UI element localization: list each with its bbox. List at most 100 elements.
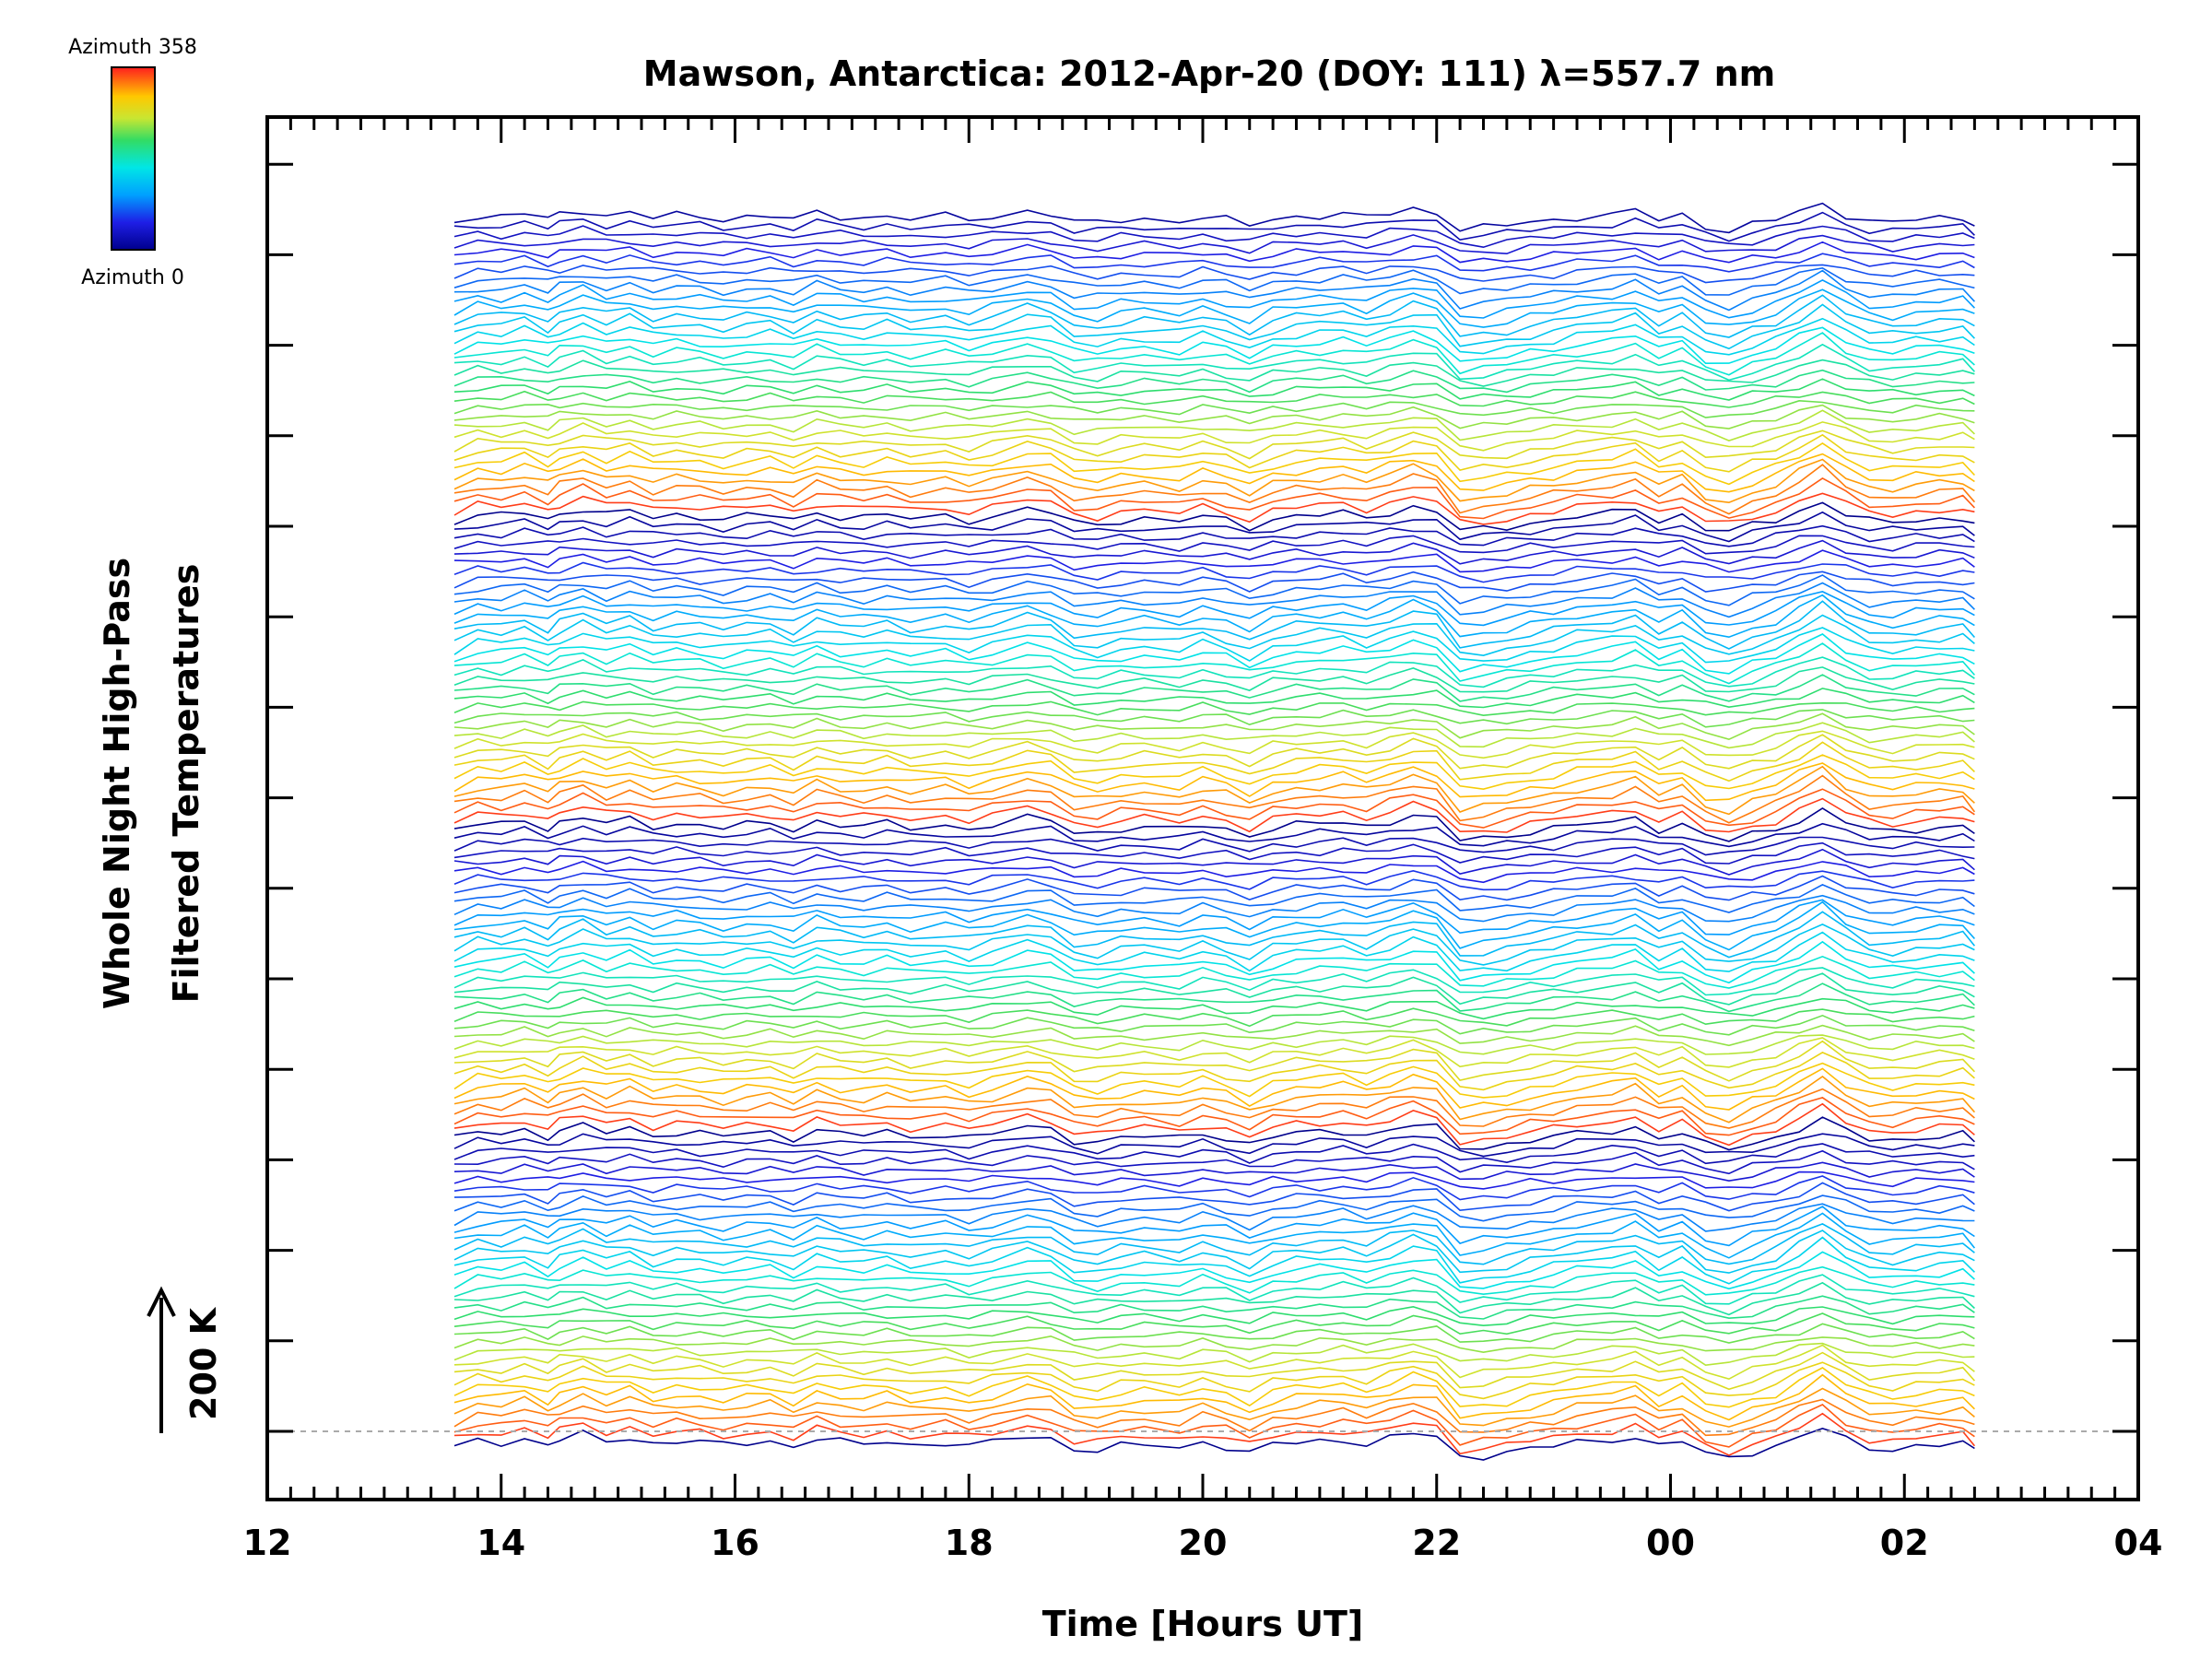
azimuth-series-line: [453, 911, 1976, 959]
azimuth-series-line: [453, 967, 1975, 996]
azimuth-series-line: [453, 501, 1975, 532]
azimuth-series-line: [453, 399, 1975, 418]
scale-arrow: [147, 1286, 176, 1433]
x-tick-label: 02: [1880, 1523, 1929, 1563]
azimuth-series-line: [453, 264, 1975, 284]
chart-title: Mawson, Antarctica: 2012-Apr-20 (DOY: 11…: [643, 53, 1775, 94]
azimuth-series-line: [453, 762, 1975, 802]
azimuth-series-line: [453, 1212, 1976, 1259]
azimuth-series-line: [453, 1194, 1975, 1222]
azimuth-series-line: [453, 1367, 1975, 1408]
azimuth-series-line: [453, 1116, 1975, 1151]
azimuth-series-line: [453, 429, 1975, 460]
colorbar-gradient: [111, 66, 156, 251]
y-axis-label-line1: Whole Night High-Pass: [97, 558, 137, 1009]
azimuth-series-line: [453, 1251, 1975, 1290]
azimuth-series-line: [453, 674, 1975, 702]
azimuth-series-line: [453, 574, 1975, 606]
azimuth-series-line: [453, 894, 1975, 923]
azimuth-series-line: [453, 390, 1975, 408]
x-axis-label: Time [Hours UT]: [1042, 1604, 1364, 1644]
series-group: [453, 202, 1976, 1461]
azimuth-series-line: [453, 1102, 1975, 1147]
azimuth-series-line: [453, 869, 1975, 891]
azimuth-series-line: [453, 1335, 1975, 1354]
scale-label: 200 K: [183, 1306, 224, 1420]
azimuth-series-line: [453, 1182, 1975, 1212]
azimuth-series-line: [453, 797, 1975, 833]
azimuth-series-line: [453, 1037, 1975, 1068]
azimuth-series-line: [453, 774, 1976, 824]
azimuth-series-line: [453, 492, 1975, 525]
azimuth-series-line: [453, 931, 1975, 972]
azimuth-series-line: [453, 996, 1975, 1020]
azimuth-series-line: [453, 1361, 1975, 1400]
colorbar-label-top: Azimuth 358: [68, 36, 197, 59]
y-axis-label-line2: Filtered Temperatures: [166, 564, 206, 1004]
azimuth-series-line: [453, 524, 1975, 547]
azimuth-series-line: [453, 1171, 1975, 1190]
azimuth-series-line: [453, 202, 1975, 234]
azimuth-series-line: [453, 1373, 1975, 1421]
azimuth-series-line: [453, 1236, 1975, 1285]
azimuth-series-line: [453, 269, 1975, 312]
azimuth-series-line: [453, 940, 1975, 984]
azimuth-series-line: [453, 561, 1975, 583]
x-tick-label: 18: [945, 1523, 994, 1563]
azimuth-series-line: [453, 627, 1975, 664]
azimuth-series-line: [453, 458, 1975, 504]
azimuth-series-line: [453, 1281, 1975, 1316]
azimuth-series-line: [453, 211, 1975, 242]
azimuth-series-line: [453, 464, 1976, 515]
azimuth-series-line: [453, 730, 1975, 759]
azimuth-series-line: [453, 1014, 1975, 1036]
azimuth-series-line: [453, 234, 1975, 255]
azimuth-series-line: [453, 765, 1975, 816]
azimuth-series-line: [453, 1040, 1975, 1082]
azimuth-series-line: [453, 1305, 1975, 1327]
x-tick-label: 12: [243, 1523, 292, 1563]
x-tick-label: 14: [477, 1523, 525, 1563]
azimuth-series-line: [453, 441, 1975, 486]
azimuth-series-line: [453, 317, 1975, 356]
azimuth-series-line: [453, 253, 1975, 273]
azimuth-series-line: [453, 836, 1975, 856]
azimuth-series-line: [453, 1428, 1975, 1461]
colorbar-label-bottom: Azimuth 0: [81, 266, 184, 289]
azimuth-series-line: [453, 734, 1975, 770]
azimuth-series-line: [453, 982, 1975, 1013]
azimuth-series-line: [453, 225, 1975, 249]
azimuth-series-line: [453, 433, 1975, 473]
azimuth-series-line: [453, 899, 1975, 935]
azimuth-series-line: [453, 1133, 1975, 1158]
azimuth-series-line: [453, 594, 1975, 639]
azimuth-series-line: [453, 453, 1975, 493]
azimuth-series-line: [453, 369, 1975, 394]
azimuth-series-line: [453, 535, 1975, 555]
azimuth-series-line: [453, 1034, 1975, 1055]
azimuth-series-line: [453, 806, 1975, 842]
azimuth-series-line: [453, 972, 1975, 1006]
azimuth-series-line: [453, 688, 1975, 709]
azimuth-series-line: [453, 477, 1975, 520]
x-tick-label: 22: [1412, 1523, 1461, 1563]
azimuth-series-line: [453, 511, 1975, 543]
colorbar: Azimuth 358 Azimuth 0: [68, 36, 197, 289]
azimuth-series-line: [453, 860, 1975, 884]
x-tick-label: 00: [1646, 1523, 1695, 1563]
azimuth-series-line: [453, 1143, 1975, 1165]
azimuth-series-line: [453, 404, 1975, 429]
azimuth-series-line: [453, 666, 1975, 693]
azimuth-series-line: [453, 1344, 1975, 1381]
azimuth-series-line: [453, 1398, 1975, 1437]
azimuth-series-line: [453, 822, 1975, 848]
azimuth-series-line: [453, 591, 1975, 627]
azimuth-series-line: [453, 1149, 1975, 1175]
azimuth-series-line: [453, 1175, 1975, 1201]
azimuth-series-line: [453, 326, 1975, 365]
azimuth-series-line: [453, 409, 1975, 441]
azimuth-series-line: [453, 378, 1975, 401]
azimuth-series-line: [453, 1007, 1975, 1028]
azimuth-series-line: [453, 1342, 1975, 1367]
